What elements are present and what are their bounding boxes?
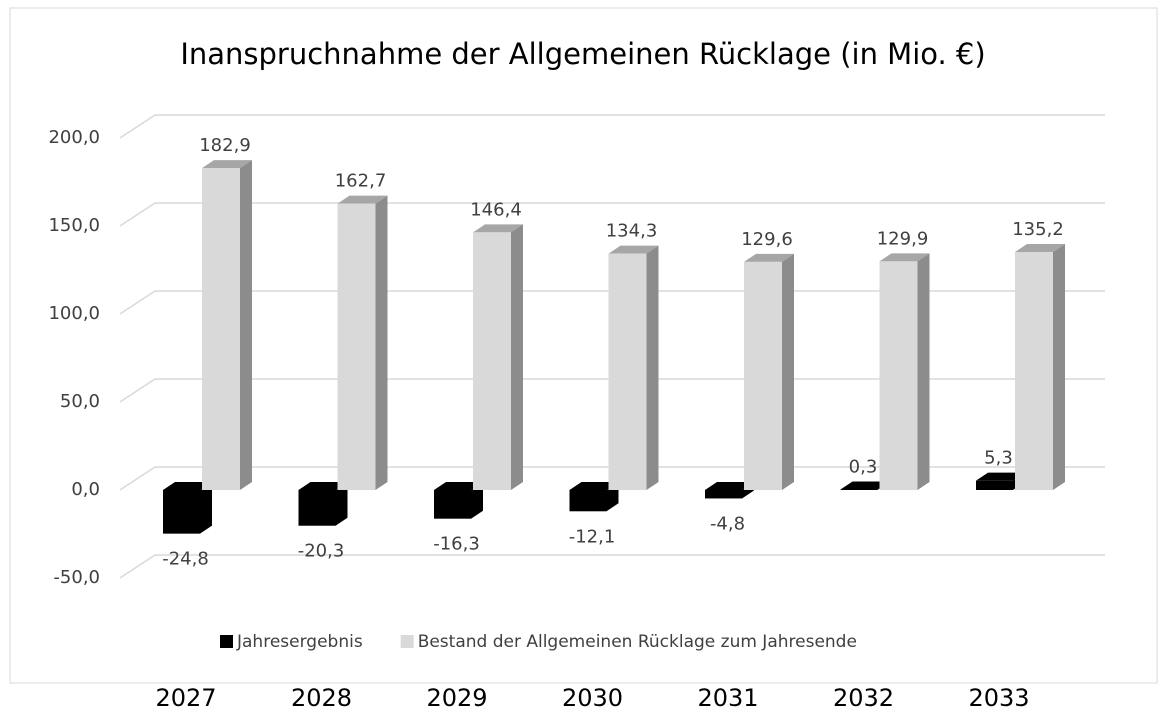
data-label: 182,9 [199, 135, 251, 156]
bar-side [240, 160, 252, 490]
data-label: -20,3 [298, 541, 345, 562]
bar-front [473, 232, 511, 490]
bar-side [646, 245, 659, 490]
bar-front [298, 490, 336, 526]
bar-front [163, 490, 200, 534]
bar-front [744, 261, 782, 490]
y-tick-label: 200,0 [48, 127, 100, 148]
y-tick-label: -50,0 [53, 567, 100, 588]
legend-label: Bestand der Allgemeinen Rücklage zum Jah… [418, 632, 857, 652]
bar-front [608, 253, 647, 490]
bar [337, 195, 388, 490]
bar-side [375, 195, 388, 490]
legend-swatch [220, 635, 233, 648]
bar-side [511, 224, 523, 490]
chart-border [9, 7, 1158, 684]
bar-side [1053, 244, 1065, 490]
bar-top [434, 482, 483, 490]
x-tick-label: 2027 [155, 684, 216, 711]
grid-line-depth [119, 202, 156, 227]
bar-top [976, 472, 1025, 481]
bar-side [335, 482, 348, 526]
bar-side [471, 482, 483, 519]
bar [298, 482, 348, 526]
x-tick-label: 2028 [291, 684, 352, 711]
bar [434, 482, 483, 519]
bar-top [879, 253, 930, 262]
grid-line [119, 202, 1105, 227]
x-tick-label: 2033 [968, 684, 1029, 711]
bar-top [840, 481, 890, 490]
bar-front [705, 490, 742, 499]
x-tick-label: 2030 [562, 684, 623, 711]
bar-front [976, 480, 1013, 490]
grid-line-depth [119, 290, 156, 315]
bar-top [705, 482, 754, 490]
bar-top [608, 245, 659, 254]
bar-side [782, 253, 794, 490]
x-tick-label: 2032 [833, 684, 894, 711]
data-label: 5,3 [984, 448, 1013, 469]
grid-line-depth [119, 114, 156, 139]
bar-front [840, 489, 878, 490]
bar [1015, 244, 1065, 490]
data-label: 129,9 [877, 228, 929, 249]
y-tick-label: 50,0 [60, 391, 100, 412]
bar-top [744, 253, 794, 262]
bar-top [298, 482, 348, 490]
bar-front [879, 261, 918, 490]
data-label: -24,8 [162, 549, 209, 570]
data-label: -16,3 [433, 534, 480, 555]
bar-front [434, 490, 471, 519]
x-tick-label: 2029 [426, 684, 487, 711]
bar [879, 253, 930, 490]
bar-side [200, 482, 212, 534]
legend-swatch [400, 635, 414, 648]
bar-front [337, 203, 376, 490]
data-label: 135,2 [1012, 219, 1064, 240]
bar [608, 245, 659, 490]
bar-top [473, 224, 523, 233]
bar [744, 253, 794, 490]
bar-front [569, 490, 607, 512]
bar [163, 482, 212, 534]
bar-top [569, 482, 619, 490]
grid-line [119, 114, 1105, 139]
bar-front [202, 168, 240, 490]
data-label: 134,3 [606, 221, 658, 242]
grid-line [119, 554, 1105, 579]
legend-label: Jahresergebnis [236, 632, 363, 652]
y-tick-label: 150,0 [48, 215, 100, 236]
y-tick-label: 0,0 [71, 479, 100, 500]
bar-top [1015, 244, 1065, 253]
bar-top [202, 160, 252, 169]
bar [473, 224, 523, 490]
bar-side [917, 253, 930, 490]
data-label: -12,1 [569, 526, 616, 547]
bar-top [337, 195, 388, 204]
bar [202, 160, 252, 490]
data-label: 146,4 [470, 199, 522, 220]
legend: Jahresergebnis Bestand der Allgemeinen Rü… [220, 632, 857, 652]
grid-line-depth [119, 554, 156, 579]
chart-title: Inanspruchnahme der Allgemeinen Rücklage… [180, 37, 985, 71]
bar-front [1015, 252, 1053, 490]
grid-line-depth [119, 378, 156, 403]
data-label: 162,7 [335, 171, 387, 192]
grid-line-depth [119, 466, 156, 491]
data-label: -4,8 [710, 513, 745, 534]
x-tick-label: 2031 [697, 684, 758, 711]
y-tick-label: 100,0 [48, 303, 100, 324]
bar-top [163, 482, 212, 490]
data-label: 129,6 [741, 229, 793, 250]
bar [569, 482, 619, 512]
data-label: 0,3 [849, 456, 878, 477]
